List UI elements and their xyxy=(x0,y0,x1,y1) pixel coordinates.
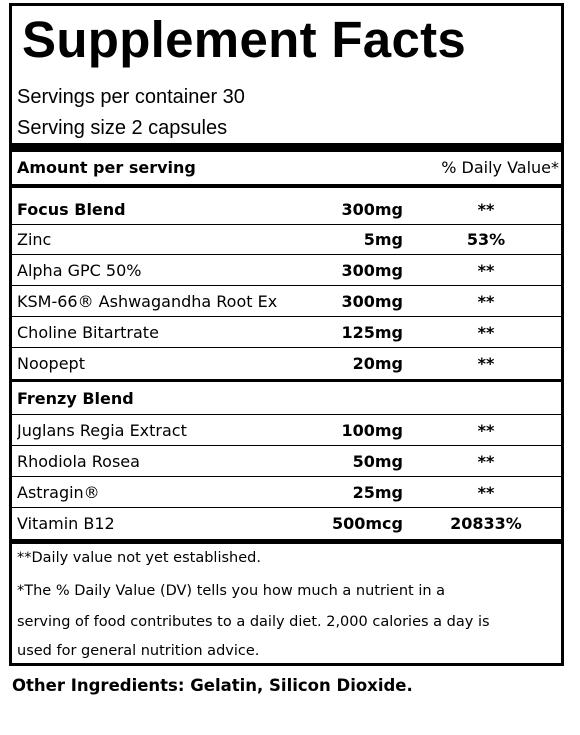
table-row: Vitamin B12 500mcg 20833% xyxy=(12,509,561,539)
ingredient-name: KSM-66® Ashwagandha Root Ex xyxy=(17,292,278,311)
table-row: Noopept 20mg ** xyxy=(12,349,561,379)
ingredient-dv: ** xyxy=(477,261,495,280)
ingredient-dv: ** xyxy=(477,483,495,502)
ingredient-name: Zinc xyxy=(17,230,52,249)
table-row: Rhodiola Rosea 50mg ** xyxy=(12,447,561,477)
daily-value-header: % Daily Value* xyxy=(441,158,559,177)
thick-divider xyxy=(12,143,561,152)
header-divider xyxy=(12,184,561,188)
ingredient-name: Rhodiola Rosea xyxy=(17,452,140,471)
ingredient-dv: ** xyxy=(477,354,495,373)
ingredient-amount: 125mg xyxy=(341,323,403,342)
table-row: Juglans Regia Extract 100mg ** xyxy=(12,416,561,446)
ingredient-name: Vitamin B12 xyxy=(17,514,115,533)
ingredient-amount: 5mg xyxy=(363,230,403,249)
table-row: Focus Blend 300mg ** xyxy=(12,195,561,225)
table-row: Frenzy Blend xyxy=(12,383,561,415)
servings-per-container: Servings per container 30 xyxy=(17,86,245,108)
footnote-not-established: **Daily value not yet established. xyxy=(17,550,261,566)
footnote-daily-value-line-3: used for general nutrition advice. xyxy=(17,643,260,659)
ingredient-amount: 20mg xyxy=(352,354,403,373)
table-row: Alpha GPC 50% 300mg ** xyxy=(12,256,561,286)
ingredient-dv: ** xyxy=(477,323,495,342)
ingredient-amount: 25mg xyxy=(352,483,403,502)
footnote-daily-value-line-2: serving of food contributes to a daily d… xyxy=(17,614,490,630)
ingredient-name: Choline Bitartrate xyxy=(17,323,159,342)
ingredient-name: Juglans Regia Extract xyxy=(17,421,187,440)
ingredient-dv: ** xyxy=(477,452,495,471)
ingredient-amount: 300mg xyxy=(341,292,403,311)
ingredient-amount: 300mg xyxy=(341,200,403,219)
ingredient-dv: ** xyxy=(477,292,495,311)
ingredient-amount: 100mg xyxy=(341,421,403,440)
table-row: Astragin® 25mg ** xyxy=(12,478,561,508)
supplement-facts-panel: Supplement Facts Servings per container … xyxy=(9,3,564,666)
table-row: Zinc 5mg 53% xyxy=(12,225,561,255)
blend-divider xyxy=(12,379,561,382)
footnote-divider xyxy=(12,539,561,544)
amount-per-serving-header: Amount per serving xyxy=(17,158,196,177)
table-header: Amount per serving % Daily Value* xyxy=(12,152,561,184)
ingredient-dv: ** xyxy=(477,200,495,219)
table-row: Choline Bitartrate 125mg ** xyxy=(12,318,561,348)
serving-size: Serving size 2 capsules xyxy=(17,117,228,139)
ingredient-name: Noopept xyxy=(17,354,85,373)
other-ingredients: Other Ingredients: Gelatin, Silicon Diox… xyxy=(12,676,413,695)
ingredient-name: Frenzy Blend xyxy=(17,389,134,408)
ingredient-dv: 20833% xyxy=(450,514,522,533)
ingredient-amount: 300mg xyxy=(341,261,403,280)
ingredient-name: Alpha GPC 50% xyxy=(17,261,142,280)
ingredient-amount: 50mg xyxy=(352,452,403,471)
ingredient-name: Astragin® xyxy=(17,483,100,502)
ingredient-amount: 500mcg xyxy=(331,514,403,533)
ingredient-dv: ** xyxy=(477,421,495,440)
ingredient-dv: 53% xyxy=(466,230,506,249)
table-row: KSM-66® Ashwagandha Root Ex 300mg ** xyxy=(12,287,561,317)
panel-title: Supplement Facts xyxy=(22,11,467,68)
ingredient-name: Focus Blend xyxy=(17,200,126,219)
footnote-daily-value-line-1: *The % Daily Value (DV) tells you how mu… xyxy=(17,583,446,599)
